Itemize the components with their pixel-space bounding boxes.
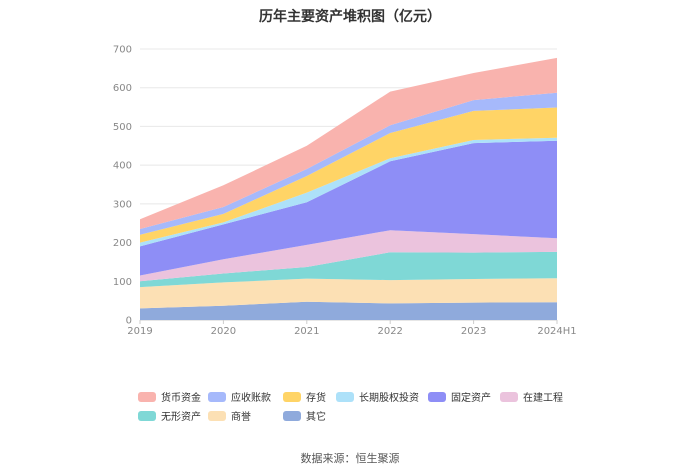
legend-label-存货: 存货 xyxy=(306,391,326,404)
x-tick-label: 2024H1 xyxy=(537,326,576,337)
legend-label-无形资产: 无形资产 xyxy=(161,410,201,423)
x-tick-label: 2021 xyxy=(294,326,319,337)
legend-swatch-应收账款 xyxy=(208,392,226,402)
legend-label-货币资金: 货币资金 xyxy=(161,391,201,404)
y-tick-label: 300 xyxy=(113,199,132,210)
chart-title: 历年主要资产堆积图（亿元） xyxy=(259,9,441,25)
x-tick-label: 2020 xyxy=(211,326,236,337)
data-source: 数据来源：恒生聚源 xyxy=(300,452,400,465)
legend-label-其它: 其它 xyxy=(306,410,326,423)
area-series-在建工程 xyxy=(140,230,557,282)
area-series-无形资产 xyxy=(140,251,557,288)
legend-label-商誉: 商誉 xyxy=(231,410,251,423)
legend-swatch-商誉 xyxy=(208,411,226,421)
y-tick-label: 100 xyxy=(113,277,132,288)
legend-swatch-长期股权投资 xyxy=(336,392,354,402)
area-series-其它 xyxy=(140,301,557,320)
x-tick-label: 2023 xyxy=(461,326,486,337)
legend-label-应收账款: 应收账款 xyxy=(231,391,271,404)
legend-swatch-在建工程 xyxy=(500,392,518,402)
legend-swatch-固定资产 xyxy=(428,392,446,402)
y-tick-label: 200 xyxy=(113,238,132,249)
y-tick-label: 600 xyxy=(113,83,132,94)
area-series-货币资金 xyxy=(140,57,557,230)
x-tick-label: 2022 xyxy=(377,326,402,337)
y-tick-label: 400 xyxy=(113,161,132,172)
legend-swatch-货币资金 xyxy=(138,392,156,402)
legend-label-长期股权投资: 长期股权投资 xyxy=(359,391,419,404)
legend-swatch-存货 xyxy=(283,392,301,402)
x-tick-label: 2019 xyxy=(127,326,152,337)
y-tick-label: 700 xyxy=(113,45,132,56)
area-series-商誉 xyxy=(140,278,557,309)
area-series-应收账款 xyxy=(140,92,557,235)
legend-swatch-其它 xyxy=(283,411,301,421)
area-series-存货 xyxy=(140,107,557,243)
y-tick-label: 500 xyxy=(113,122,132,133)
legend-swatch-无形资产 xyxy=(138,411,156,421)
legend-label-在建工程: 在建工程 xyxy=(523,391,563,404)
area-series-固定资产 xyxy=(140,140,557,276)
legend-label-固定资产: 固定资产 xyxy=(451,391,491,404)
y-tick-label: 0 xyxy=(126,316,132,327)
